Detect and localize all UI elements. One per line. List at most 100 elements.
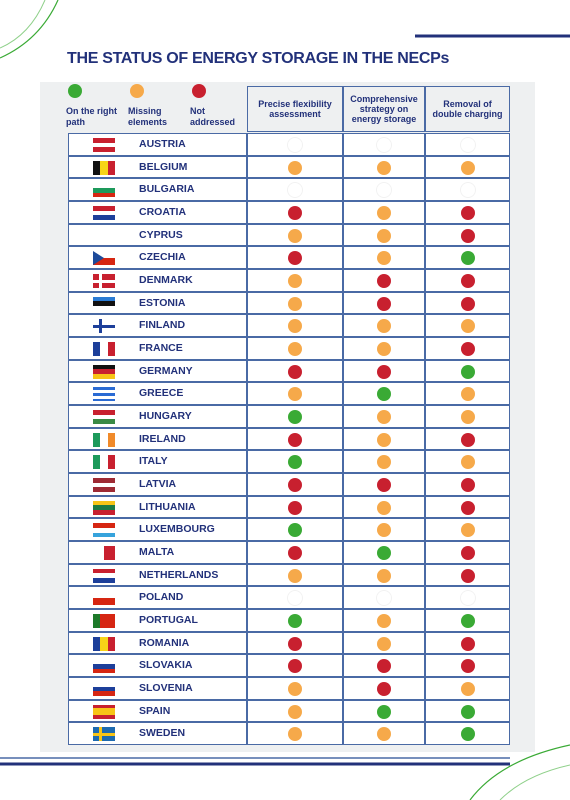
status-dot [377, 682, 391, 696]
legend-label: Missing elements [128, 106, 168, 127]
country-cell: NETHERLANDS [68, 563, 247, 587]
status-dot [377, 523, 391, 538]
flag-icon [93, 591, 115, 606]
status-cell [425, 677, 510, 700]
status-cell [425, 427, 510, 451]
status-dot [460, 387, 475, 402]
status-dot [377, 387, 391, 402]
status-cell [425, 133, 510, 156]
column-header: Removal of double charging [425, 86, 510, 132]
status-cell [247, 654, 343, 678]
status-cell [343, 677, 425, 700]
flag-icon [93, 228, 115, 243]
flag-icon [93, 319, 115, 334]
status-dot [377, 183, 391, 198]
status-cell [247, 405, 343, 428]
status-dot [377, 160, 391, 175]
country-name: ITALY [139, 455, 168, 468]
table-row: BELGIUM [68, 155, 510, 179]
status-cell [425, 314, 510, 338]
status-dot [460, 682, 475, 696]
country-name: CZECHIA [139, 251, 186, 264]
status-cell [247, 337, 343, 360]
table-row: SLOVENIA [68, 677, 510, 700]
status-cell [247, 518, 343, 542]
status-cell [247, 631, 343, 655]
status-cell [343, 450, 425, 474]
table-row: ITALY [68, 450, 510, 474]
status-cell [343, 654, 425, 678]
country-name: ESTONIA [139, 296, 186, 309]
country-cell: CROATIA [68, 201, 247, 224]
country-name: MALTA [139, 546, 175, 558]
status-cell [425, 609, 510, 632]
table-row: ROMANIA [68, 631, 510, 655]
status-cell [247, 427, 343, 451]
status-dot [288, 704, 302, 719]
status-cell [343, 133, 425, 156]
status-dot [460, 659, 475, 674]
status-dot [460, 342, 475, 356]
status-dot [288, 614, 302, 628]
flag-icon [93, 160, 115, 175]
status-cell [425, 450, 510, 474]
status-dot [377, 704, 391, 719]
flag-icon [93, 342, 115, 356]
legend-item: On the right path [66, 84, 126, 128]
country-name: CROATIA [139, 206, 187, 218]
status-dot [460, 296, 475, 311]
flag-icon [93, 387, 115, 402]
status-cell [343, 178, 425, 202]
status-cell [343, 291, 425, 315]
status-dot [460, 523, 475, 538]
flag-icon [93, 274, 115, 288]
table-row: CYPRUS [68, 223, 510, 247]
status-cell [247, 269, 343, 292]
table-row: SPAIN [68, 699, 510, 723]
status-cell [425, 654, 510, 678]
status-dot [377, 432, 391, 447]
flag-icon [93, 727, 115, 742]
status-dot [288, 455, 302, 470]
status-cell [425, 541, 510, 564]
status-cell [425, 155, 510, 179]
status-cell [425, 291, 510, 315]
status-cell [247, 314, 343, 338]
status-dot [460, 251, 475, 266]
status-dot [377, 342, 391, 356]
status-dot [377, 591, 391, 606]
status-cell [425, 495, 510, 519]
country-name: AUSTRIA [139, 138, 186, 150]
status-dot [288, 410, 302, 424]
status-cell [247, 722, 343, 746]
status-cell [343, 427, 425, 451]
status-cell [247, 201, 343, 224]
status-dot [460, 228, 475, 243]
country-name: DENMARK [139, 274, 193, 286]
table-row: GERMANY [68, 359, 510, 383]
status-dot [288, 274, 302, 288]
status-cell [425, 586, 510, 610]
status-cell [247, 586, 343, 610]
table-row: SLOVAKIA [68, 654, 510, 678]
status-cell [425, 337, 510, 360]
country-cell: CZECHIA [68, 246, 247, 270]
status-dot [377, 274, 391, 288]
legend-item: Not addressed [190, 84, 250, 128]
status-cell [343, 609, 425, 632]
status-dot [460, 160, 475, 175]
status-cell [425, 201, 510, 224]
status-dot [460, 274, 475, 288]
country-name: LUXEMBOURG [139, 523, 215, 536]
table-row: ESTONIA [68, 291, 510, 315]
status-dot [288, 523, 302, 538]
country-name: PORTUGAL [139, 614, 198, 626]
column-header: Comprehensive strategy on energy storage [343, 86, 425, 132]
country-cell: LUXEMBOURG [68, 518, 247, 542]
status-cell [343, 518, 425, 542]
status-cell [425, 722, 510, 746]
table-row: PORTUGAL [68, 609, 510, 632]
legend-swatch [192, 84, 206, 98]
status-cell [247, 495, 343, 519]
country-name: FINLAND [139, 319, 186, 332]
